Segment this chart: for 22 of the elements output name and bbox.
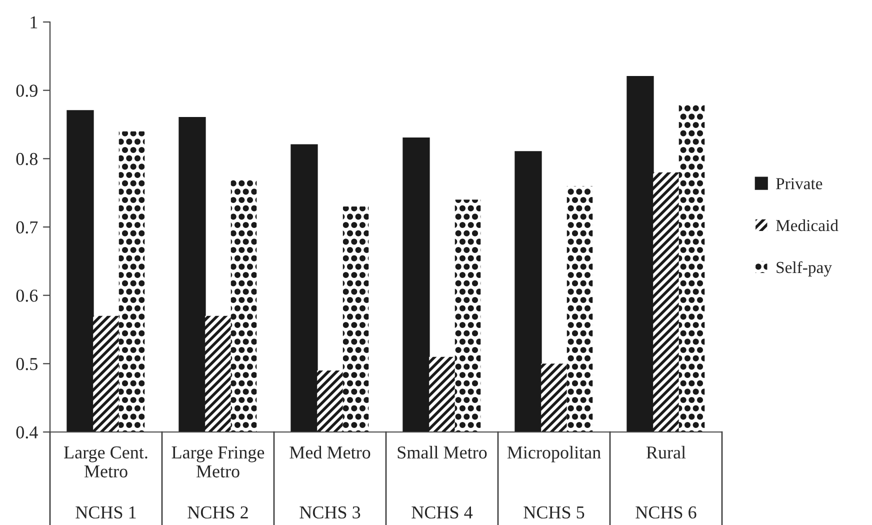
y-tick-label: 0.8: [16, 152, 38, 166]
y-tick-label: 1: [30, 16, 38, 28]
x-tick-label: Small Metro: [398, 446, 487, 459]
legend-label: Private: [776, 178, 822, 190]
text: NCHS 1: [76, 506, 136, 519]
x-tick-label: Large Fringe Metro: [172, 446, 264, 478]
x-tick-label: Rural: [646, 446, 686, 459]
text: NCHS 4: [412, 506, 473, 519]
text: NCHS 6: [636, 506, 696, 519]
x-tick-label: Micropolitan: [507, 446, 601, 462]
legend-label: Self-pay: [776, 261, 832, 277]
y-tick-label: 0.9: [16, 84, 38, 97]
y-tick-label: 0.6: [16, 290, 38, 302]
x-tick-label: Large Cent. Metro: [64, 446, 148, 478]
y-tick-label: 0.7: [16, 221, 38, 234]
text: NCHS 2: [188, 506, 248, 519]
text: NCHS 3: [300, 506, 360, 519]
text: NCHS 5: [524, 506, 584, 519]
x-tick-label: Med Metro: [290, 446, 370, 459]
legend-label: Medicaid: [776, 219, 838, 232]
y-tick-label: 0.5: [16, 358, 38, 370]
y-tick-label: 0.4: [16, 426, 38, 439]
